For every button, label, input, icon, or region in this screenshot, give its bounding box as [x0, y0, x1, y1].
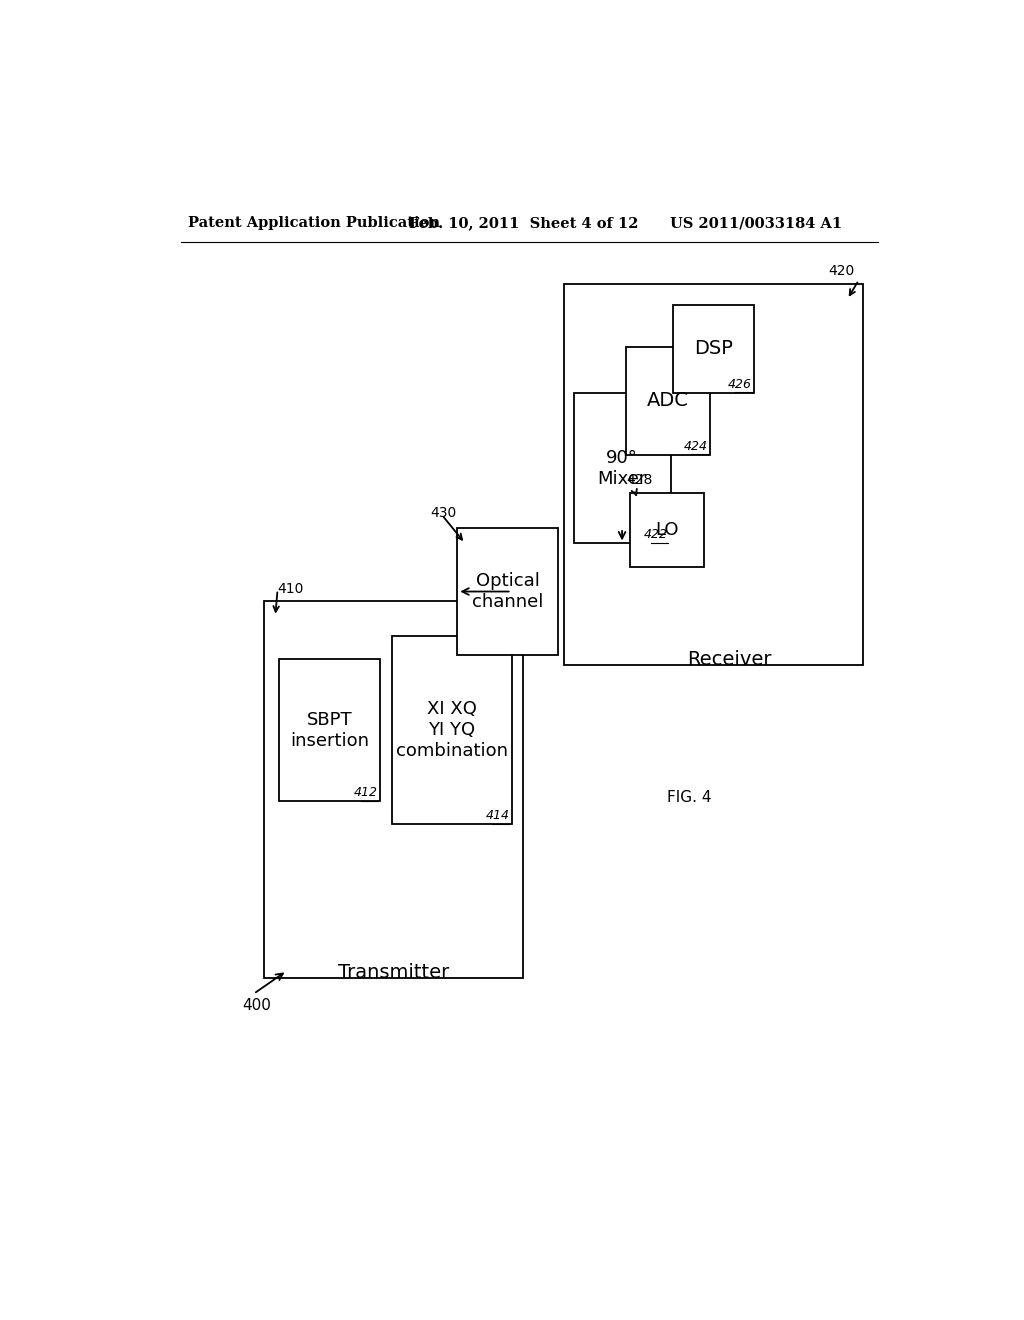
Text: XI XQ
YI YQ
combination: XI XQ YI YQ combination — [395, 701, 508, 760]
Text: 430: 430 — [430, 507, 457, 520]
Text: Optical
channel: Optical channel — [472, 572, 544, 611]
Text: 90°
Mixer: 90° Mixer — [597, 449, 647, 487]
Bar — [630, 494, 703, 566]
Bar — [458, 528, 558, 655]
Text: 424: 424 — [684, 440, 708, 453]
Text: 414: 414 — [485, 809, 509, 822]
Text: Transmitter: Transmitter — [338, 964, 450, 982]
Text: 410: 410 — [278, 582, 304, 595]
Bar — [564, 284, 862, 665]
Text: 420: 420 — [828, 264, 855, 277]
Text: US 2011/0033184 A1: US 2011/0033184 A1 — [671, 216, 843, 230]
Bar — [280, 659, 380, 801]
Bar — [263, 601, 523, 978]
Bar — [573, 393, 671, 544]
Text: 412: 412 — [353, 785, 378, 799]
Bar — [673, 305, 755, 393]
Text: 422: 422 — [644, 528, 669, 541]
Text: Patent Application Publication: Patent Application Publication — [188, 216, 440, 230]
Text: Receiver: Receiver — [687, 649, 771, 669]
Text: FIG. 4: FIG. 4 — [667, 789, 711, 805]
Text: Feb. 10, 2011  Sheet 4 of 12: Feb. 10, 2011 Sheet 4 of 12 — [409, 216, 638, 230]
Bar — [627, 347, 710, 455]
Text: 400: 400 — [243, 998, 271, 1012]
Text: LO: LO — [655, 521, 679, 539]
Text: 426: 426 — [728, 378, 752, 391]
Text: 428: 428 — [627, 473, 652, 487]
Text: ADC: ADC — [647, 392, 689, 411]
Bar — [391, 636, 512, 825]
Text: SBPT
insertion: SBPT insertion — [290, 710, 369, 750]
Text: DSP: DSP — [694, 339, 733, 359]
